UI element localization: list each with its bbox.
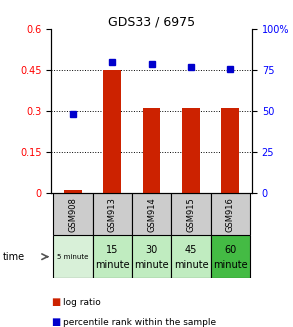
Bar	[53, 235, 93, 278]
Bar	[182, 109, 200, 193]
Text: percentile rank within the sample: percentile rank within the sample	[63, 318, 216, 327]
Text: minute: minute	[134, 260, 169, 270]
Text: ■: ■	[51, 317, 61, 327]
Text: GSM916: GSM916	[226, 197, 235, 232]
Text: minute: minute	[174, 260, 208, 270]
Bar	[93, 193, 132, 235]
Text: GSM915: GSM915	[186, 197, 195, 232]
Bar	[211, 193, 250, 235]
Text: 45: 45	[185, 245, 197, 255]
Bar	[53, 193, 93, 235]
Text: minute: minute	[95, 260, 130, 270]
Bar	[132, 193, 171, 235]
Text: 60: 60	[224, 245, 236, 255]
Bar	[222, 109, 239, 193]
Text: GSM914: GSM914	[147, 197, 156, 232]
Bar	[171, 193, 211, 235]
Text: 5 minute: 5 minute	[57, 254, 88, 260]
Text: GSM913: GSM913	[108, 197, 117, 232]
Text: ■: ■	[51, 298, 61, 307]
Bar	[211, 235, 250, 278]
Bar	[171, 235, 211, 278]
Text: GSM908: GSM908	[69, 197, 77, 232]
Text: 15: 15	[106, 245, 118, 255]
Bar	[93, 235, 132, 278]
Bar	[103, 70, 121, 193]
Title: GDS33 / 6975: GDS33 / 6975	[108, 15, 195, 28]
Text: log ratio: log ratio	[63, 298, 101, 307]
Text: 30: 30	[146, 245, 158, 255]
Bar	[143, 109, 161, 193]
Bar	[64, 190, 82, 193]
Bar	[132, 235, 171, 278]
Text: minute: minute	[213, 260, 248, 270]
Text: time: time	[3, 252, 25, 262]
